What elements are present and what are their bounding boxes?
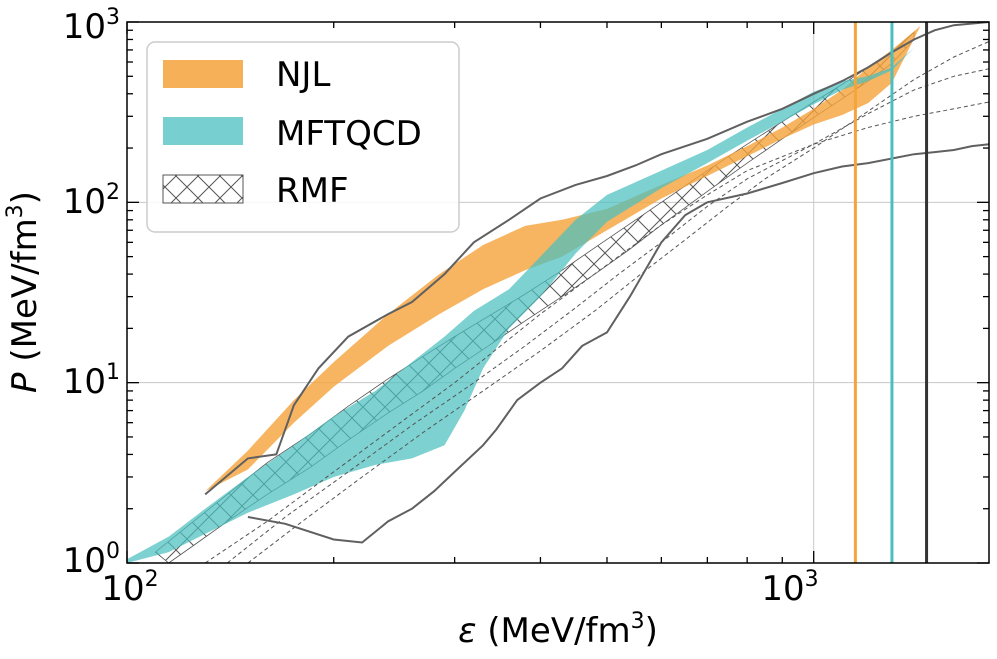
- outer-envelope-upper: [204, 22, 989, 496]
- legend-label-njl: NJL: [276, 55, 330, 95]
- y-tick-label-0: 100: [63, 539, 120, 581]
- dashed-curve-1: [226, 68, 989, 563]
- y-tick-label-3: 103: [63, 5, 120, 47]
- y-tick-label-2: 102: [63, 180, 120, 222]
- y-tick-label-1: 101: [63, 360, 120, 402]
- plot-area: [127, 22, 989, 563]
- axis-ticks: [126, 21, 989, 564]
- y-axis-label: P (MeV/fm3): [3, 191, 45, 393]
- legend-swatch-njl: [163, 60, 243, 88]
- x-axis-label: ε (MeV/fm3): [458, 609, 658, 651]
- legend: NJL MFTQCD RMF: [146, 41, 460, 233]
- plot-frame: [126, 21, 990, 564]
- x-tick-label-1: 103: [761, 567, 818, 609]
- outer-envelope-lower: [247, 143, 989, 544]
- mftqcd-band: [127, 47, 915, 563]
- legend-label-mftqcd: MFTQCD: [276, 114, 422, 154]
- legend-swatch-mftqcd: [163, 117, 243, 145]
- legend-label-rmf: RMF: [276, 171, 349, 211]
- legend-swatch-rmf: [162, 174, 244, 204]
- x-tick-label-0: 102: [101, 567, 158, 609]
